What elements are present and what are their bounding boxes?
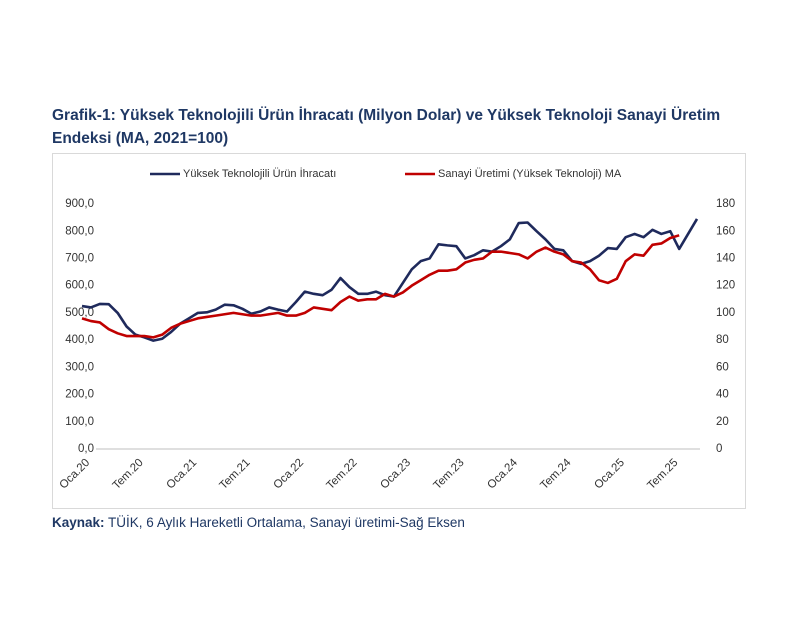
y2-tick-label: 40: [716, 389, 729, 401]
y-tick-label: 600,0: [65, 280, 94, 292]
y2-tick-label: 160: [716, 225, 735, 237]
y-tick-label: 500,0: [65, 307, 94, 319]
chart-frame: [52, 153, 746, 509]
y2-tick-label: 60: [716, 361, 729, 373]
x-tick-label: Tem.20: [111, 457, 146, 492]
x-tick-label: Oca.24: [485, 456, 520, 491]
source-text: TÜİK, 6 Aylık Hareketli Ortalama, Sanayi…: [108, 515, 465, 530]
y-tick-label: 0,0: [78, 443, 94, 455]
y-tick-label: 700,0: [65, 252, 94, 264]
y-tick-label: 900,0: [65, 198, 94, 210]
x-tick-label: Oca.20: [58, 457, 93, 492]
chart-title: Grafik-1: Yüksek Teknolojili Ürün İhraca…: [52, 107, 721, 147]
x-tick-label: Tem.21: [218, 457, 253, 492]
x-tick-label: Tem.22: [324, 457, 359, 492]
x-tick-label: Oca.25: [592, 457, 627, 492]
series-line: [81, 218, 699, 342]
y-tick-label: 100,0: [65, 416, 94, 428]
x-tick-label: Tem.23: [431, 457, 466, 492]
y2-tick-label: 120: [716, 280, 735, 292]
y2-tick-label: 80: [716, 334, 729, 346]
series-line: [81, 234, 680, 339]
source: Kaynak: TÜİK, 6 Aylık Hareketli Ortalama…: [52, 515, 465, 530]
y2-tick-label: 20: [716, 416, 729, 428]
y-tick-label: 400,0: [65, 334, 94, 346]
y2-tick-label: 140: [716, 252, 735, 264]
x-tick-label: Oca.21: [165, 457, 200, 492]
y2-tick-label: 0: [716, 443, 722, 455]
legend-label: Sanayi Üretimi (Yüksek Teknoloji) MA: [438, 168, 622, 180]
x-tick-label: Tem.25: [645, 457, 680, 492]
y2-tick-label: 100: [716, 307, 735, 319]
y-tick-label: 800,0: [65, 225, 94, 237]
y-tick-label: 300,0: [65, 361, 94, 373]
source-label: Kaynak:: [52, 515, 105, 530]
y2-tick-label: 180: [716, 198, 735, 210]
x-tick-label: Oca.23: [378, 457, 413, 492]
x-tick-label: Tem.24: [538, 456, 574, 492]
legend-label: Yüksek Teknolojili Ürün İhracatı: [183, 167, 336, 180]
x-tick-label: Oca.22: [271, 457, 306, 492]
y-tick-label: 200,0: [65, 389, 94, 401]
